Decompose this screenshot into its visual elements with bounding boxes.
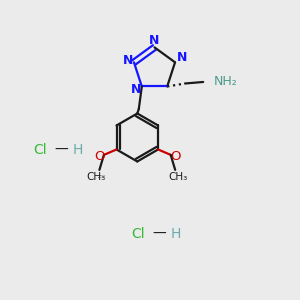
Text: H: H — [73, 143, 83, 157]
Text: —: — — [152, 227, 166, 241]
Text: N: N — [123, 54, 134, 67]
Text: methoxy: methoxy — [98, 177, 104, 178]
Text: N: N — [149, 34, 160, 47]
Text: —: — — [55, 143, 68, 157]
Text: N: N — [176, 51, 187, 64]
Text: CH₃: CH₃ — [169, 172, 188, 182]
Text: N: N — [130, 83, 141, 96]
Text: H: H — [170, 227, 181, 241]
Text: methoxy: methoxy — [99, 175, 106, 176]
Text: O: O — [170, 150, 180, 163]
Text: Cl: Cl — [131, 227, 145, 241]
Text: Cl: Cl — [34, 143, 47, 157]
Text: CH₃: CH₃ — [87, 172, 106, 182]
Text: NH₂: NH₂ — [214, 76, 237, 88]
Text: O: O — [94, 150, 105, 163]
